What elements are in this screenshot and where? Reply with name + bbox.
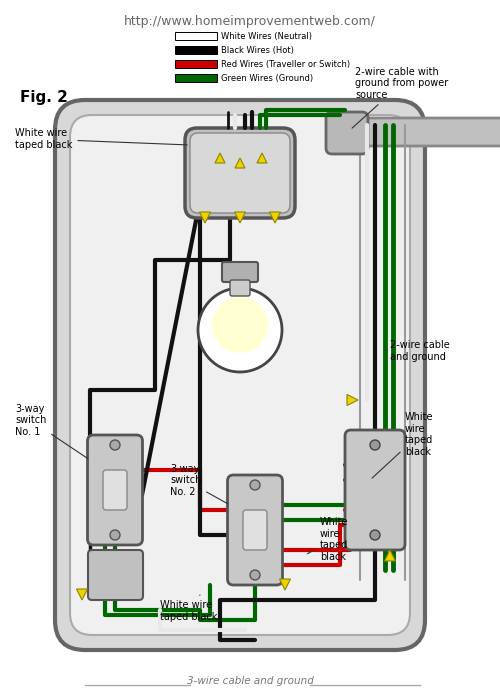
FancyBboxPatch shape: [190, 133, 290, 213]
Text: White
wire
taped
black: White wire taped black: [308, 517, 348, 562]
FancyBboxPatch shape: [228, 475, 282, 585]
Circle shape: [212, 297, 268, 353]
FancyBboxPatch shape: [175, 32, 217, 40]
Circle shape: [250, 480, 260, 490]
Circle shape: [370, 530, 380, 540]
Text: Black Wires (Hot): Black Wires (Hot): [221, 46, 294, 55]
FancyBboxPatch shape: [326, 112, 368, 154]
Text: Green Wires (Ground): Green Wires (Ground): [221, 74, 313, 83]
Polygon shape: [215, 153, 225, 163]
FancyBboxPatch shape: [175, 46, 217, 54]
FancyBboxPatch shape: [70, 115, 410, 635]
FancyBboxPatch shape: [55, 100, 425, 650]
Text: 2-wire cable with
ground from power
source: 2-wire cable with ground from power sour…: [352, 66, 448, 128]
Polygon shape: [76, 589, 88, 600]
Text: White wire
taped black: White wire taped black: [160, 595, 218, 622]
FancyBboxPatch shape: [230, 280, 250, 296]
Polygon shape: [384, 550, 396, 561]
Polygon shape: [234, 212, 246, 223]
FancyBboxPatch shape: [175, 60, 217, 68]
Text: White Wires (Neutral): White Wires (Neutral): [221, 32, 312, 41]
Text: 3-wire cable and ground: 3-wire cable and ground: [186, 676, 314, 686]
FancyBboxPatch shape: [103, 470, 127, 510]
FancyBboxPatch shape: [185, 128, 295, 218]
FancyBboxPatch shape: [243, 510, 267, 550]
Text: Fig. 2: Fig. 2: [20, 90, 68, 105]
Circle shape: [250, 570, 260, 580]
Text: White
wire
taped
black: White wire taped black: [372, 412, 434, 478]
Polygon shape: [235, 158, 245, 168]
Text: 3-way
switch
No. 1: 3-way switch No. 1: [15, 404, 88, 458]
Polygon shape: [257, 153, 267, 163]
Text: White wire
taped black: White wire taped black: [15, 128, 187, 150]
Circle shape: [370, 440, 380, 450]
Polygon shape: [280, 579, 290, 590]
FancyBboxPatch shape: [175, 74, 217, 82]
Circle shape: [198, 288, 282, 372]
Text: 2-wire cable
and ground: 2-wire cable and ground: [385, 340, 450, 362]
FancyBboxPatch shape: [222, 262, 258, 282]
FancyBboxPatch shape: [330, 118, 500, 146]
Text: 3-way
switch
No. 2: 3-way switch No. 2: [170, 464, 228, 504]
Circle shape: [110, 440, 120, 450]
Text: Red Wires (Traveller or Switch): Red Wires (Traveller or Switch): [221, 60, 350, 69]
Polygon shape: [200, 212, 210, 223]
FancyBboxPatch shape: [345, 430, 405, 550]
Text: http://www.homeimprovementweb.com/: http://www.homeimprovementweb.com/: [124, 15, 376, 28]
Polygon shape: [270, 212, 280, 223]
Polygon shape: [347, 395, 358, 405]
Circle shape: [110, 530, 120, 540]
FancyBboxPatch shape: [88, 435, 142, 545]
FancyBboxPatch shape: [88, 550, 143, 600]
